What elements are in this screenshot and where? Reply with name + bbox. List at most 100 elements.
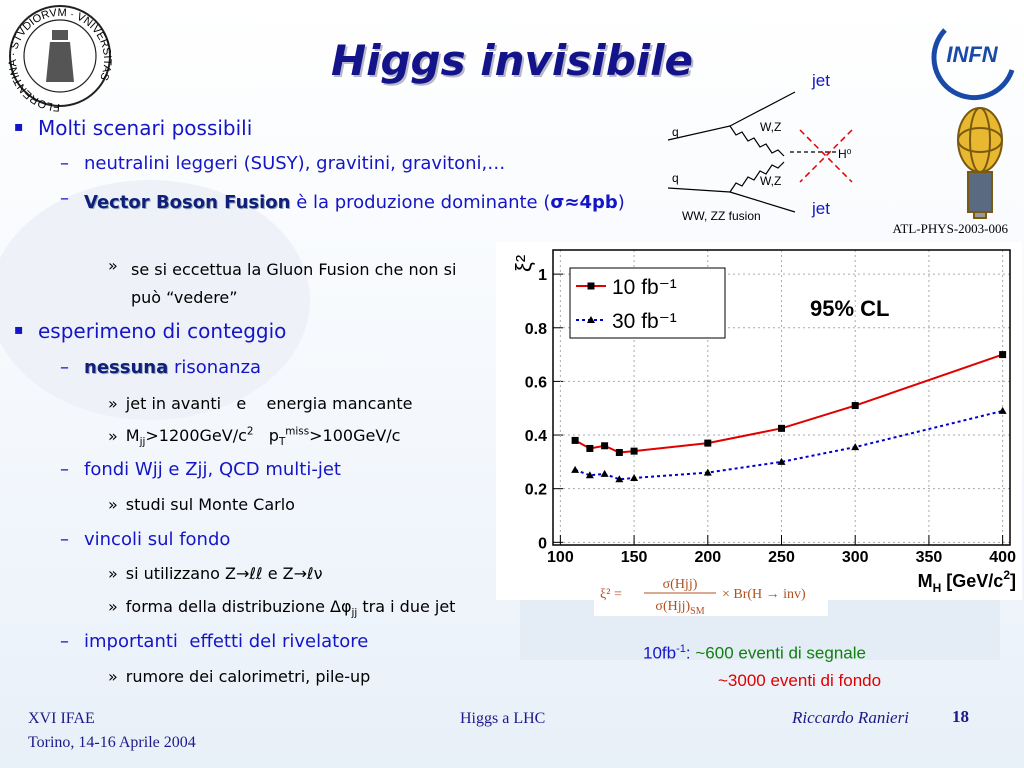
subscript: jj <box>351 607 358 620</box>
y-tick-label: 0.8 <box>525 321 547 338</box>
bullet-text: si utilizzano Z→ℓℓ e Z→ℓν <box>125 564 323 583</box>
x-axis-label: MH [GeV/c2] <box>918 568 1016 595</box>
data-point <box>998 406 1007 414</box>
emphasis: σ≈4pb <box>550 192 618 213</box>
diagram-label: W,Z <box>760 120 781 134</box>
formula-lhs: ξ² = <box>600 587 622 602</box>
bullet-text: Vector Boson Fusion è la produzione domi… <box>84 188 649 217</box>
bullet-text: vincoli sul fondo <box>84 529 231 550</box>
x-tick-label: 400 <box>989 549 1016 566</box>
diagram-label: H⁰ <box>838 147 852 161</box>
bullet-marker: ▪ <box>14 322 24 338</box>
y-tick-label: 0.2 <box>525 482 547 499</box>
bullet-marker: » <box>108 394 118 413</box>
data-point <box>851 402 859 410</box>
annotation: 95% CL <box>810 296 889 321</box>
note-background: ~3000 eventi di fondo <box>718 671 882 690</box>
note-signal: ~600 eventi di segnale <box>695 643 866 663</box>
text: M <box>125 426 140 446</box>
x-tick-label: 200 <box>694 549 721 566</box>
bullet-marker: » <box>108 564 118 583</box>
text: forma della distribuzione Δφ <box>125 597 352 616</box>
x-axis-label-part: [GeV/c <box>941 571 1003 591</box>
series <box>571 406 1007 483</box>
text: tra i due jet <box>357 597 456 616</box>
text: p <box>253 426 279 446</box>
plot-frame <box>552 249 1011 546</box>
bullet-text: se si eccettua la Gluon Fusion che non s… <box>131 260 457 307</box>
bullet-marker: – <box>60 357 69 378</box>
x-tick-label: 350 <box>916 549 943 566</box>
data-point <box>704 439 712 447</box>
bullet-marker: » <box>108 426 118 446</box>
x-axis-label-part: M <box>918 571 933 591</box>
bullet-text: importanti effetti del rivelatore <box>84 631 369 652</box>
diagram-caption: WW, ZZ fusion <box>682 209 761 223</box>
data-point <box>630 473 639 481</box>
formula-den: σ(Hjj)SM <box>655 599 704 617</box>
y-axis-label: ξ² <box>511 255 536 272</box>
bullet-marker: – <box>60 153 69 174</box>
diagram-label: jet <box>811 71 830 90</box>
bullet-text: esperimeno di conteggio <box>38 319 287 343</box>
subscript: T <box>278 436 286 449</box>
diagram-label: q <box>672 171 679 185</box>
formula-rhs: × Br(H → inv) <box>722 587 806 602</box>
legend-label: 10 fb⁻¹ <box>612 276 677 299</box>
note-sep: : <box>685 643 696 663</box>
bullet-text: studi sul Monte Carlo <box>125 495 295 514</box>
bullet-text: rumore dei calorimetri, pile-up <box>125 667 371 686</box>
bullet-marker: – <box>60 631 69 652</box>
diagram-label: q <box>672 125 679 139</box>
diagram-label: jet <box>811 199 830 218</box>
y-tick-label: 0.4 <box>525 428 547 445</box>
text: è la produzione dominante ( <box>290 192 551 213</box>
legend-marker <box>587 316 595 323</box>
bullet-l2: – vincoli sul fondo <box>60 529 230 550</box>
bullet-l2: – importanti effetti del rivelatore <box>60 631 368 652</box>
superscript: -1 <box>676 643 686 655</box>
bullet-l3: » Mjj>1200GeV/c2 pTmiss>100GeV/c <box>108 426 400 449</box>
y-tick-label: 1 <box>538 267 547 284</box>
text: ) <box>617 192 625 213</box>
y-tick-label: 0.6 <box>525 374 547 391</box>
data-point <box>585 471 594 479</box>
data-point <box>615 448 623 456</box>
x-tick-label: 250 <box>768 549 795 566</box>
formula-den-main: σ(Hjj) <box>655 599 690 614</box>
data-point <box>600 469 609 477</box>
bullet-text: Mjj>1200GeV/c2 pTmiss>100GeV/c <box>125 426 401 449</box>
bullet-text: neutralini leggeri (SUSY), gravitini, gr… <box>84 153 506 174</box>
seal-inner <box>23 19 97 93</box>
bullet-marker: » <box>108 256 118 275</box>
bullet-marker: ▪ <box>14 119 24 135</box>
bullet-l3: » rumore dei calorimetri, pile-up <box>108 667 370 686</box>
bullet-marker: – <box>60 529 69 550</box>
x-tick-label: 300 <box>842 549 869 566</box>
veto-cross <box>799 129 853 183</box>
atlas-icon <box>957 107 1003 219</box>
data-point <box>703 468 712 476</box>
bullet-l2: – nessuna risonanza <box>60 357 261 378</box>
bullet-l1: ▪ esperimeno di conteggio <box>14 319 286 343</box>
slide-title: Higgs invisibile <box>330 36 694 85</box>
bullet-marker: – <box>60 188 69 209</box>
x-axis-label-part: ] <box>1010 571 1016 591</box>
bullet-marker: – <box>60 459 69 480</box>
data-point <box>999 351 1007 359</box>
y-tick-label: 0 <box>538 535 547 552</box>
text: risonanza <box>168 357 262 378</box>
bullet-marker: » <box>108 495 118 514</box>
series <box>571 351 1007 456</box>
diagram-label: W,Z <box>760 174 781 188</box>
bullet-l2: – fondi Wjj e Zjj, QCD multi-jet <box>60 459 341 480</box>
data-point <box>851 443 860 451</box>
bullet-l1: ▪ Molti scenari possibili <box>14 116 252 140</box>
footer-place-date: Torino, 14-16 Aprile 2004 <box>28 734 196 751</box>
bullet-l2: – neutralini leggeri (SUSY), gravitini, g… <box>60 153 505 174</box>
bullet-text: nessuna risonanza <box>84 357 261 378</box>
data-point <box>571 436 579 444</box>
bullet-marker: » <box>108 597 118 616</box>
